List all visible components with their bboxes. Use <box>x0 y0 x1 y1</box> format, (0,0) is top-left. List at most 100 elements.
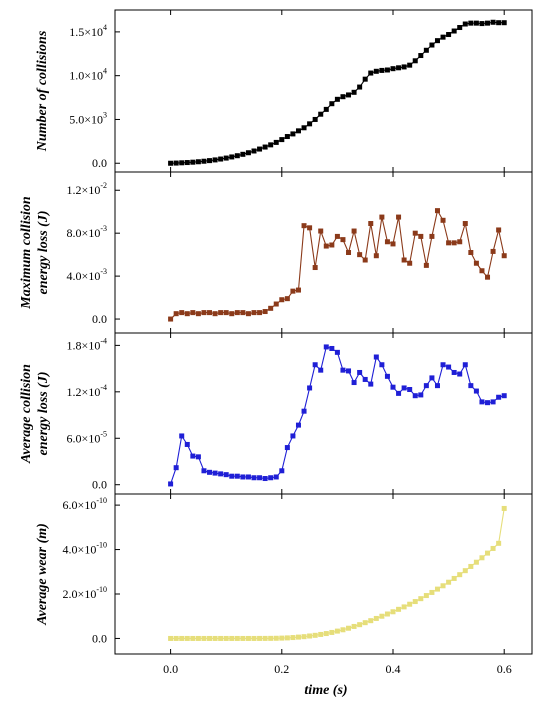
data-point <box>485 400 491 406</box>
data-point <box>251 310 257 316</box>
data-point <box>245 311 251 317</box>
data-point <box>262 309 268 315</box>
data-point <box>496 540 502 546</box>
data-point <box>479 555 485 561</box>
data-point <box>340 94 346 100</box>
data-point <box>284 445 290 451</box>
data-point <box>329 629 335 635</box>
data-point <box>312 116 318 122</box>
data-point <box>218 471 224 477</box>
data-point <box>485 274 491 280</box>
data-point <box>468 20 474 26</box>
data-point <box>190 453 196 459</box>
data-point <box>262 635 268 641</box>
data-point <box>440 583 446 589</box>
data-point <box>318 367 324 373</box>
data-point <box>173 465 179 471</box>
y-tick-label: 1.0×104 <box>69 67 107 83</box>
panel-4: 0.0 2.0×10-10 4.0×10-10 6.0×10-10 Average we… <box>35 493 533 655</box>
y-tick-label: 1.2×10-2 <box>67 181 107 197</box>
data-point <box>412 230 418 236</box>
data-point <box>329 101 335 107</box>
data-point <box>307 225 313 231</box>
data-point <box>351 228 357 234</box>
data-point <box>362 76 368 82</box>
svg-text:Average wear (m): Average wear (m) <box>35 523 50 626</box>
data-point <box>434 38 440 44</box>
data-point <box>407 62 413 68</box>
data-point <box>451 28 457 34</box>
data-point <box>384 239 390 245</box>
y-tick-label: 0.0 <box>92 312 107 326</box>
data-point <box>357 252 363 258</box>
data-point <box>440 34 446 40</box>
data-point <box>373 253 379 259</box>
data-point <box>346 625 352 631</box>
data-point <box>229 311 235 317</box>
data-point <box>451 575 457 581</box>
data-point <box>340 367 346 373</box>
data-point <box>362 620 368 626</box>
x-tick-label: 0.2 <box>274 662 289 676</box>
data-point <box>207 158 213 164</box>
data-point <box>257 635 263 641</box>
y-tick-label: 4.0×10-10 <box>63 541 107 557</box>
data-point <box>485 20 491 26</box>
data-point <box>240 635 246 641</box>
data-point <box>212 157 218 163</box>
data-point <box>423 593 429 599</box>
data-point <box>357 622 363 628</box>
data-point <box>223 635 229 641</box>
y-tick-label: 1.5×104 <box>69 23 107 39</box>
data-point <box>429 42 435 48</box>
y-tick-label: 1.8×10-4 <box>67 336 107 352</box>
svg-text:energy loss (J): energy loss (J) <box>36 211 51 295</box>
data-point <box>396 214 402 220</box>
data-point <box>223 472 229 478</box>
data-point <box>257 475 263 481</box>
data-point <box>268 305 274 311</box>
data-point <box>168 316 174 322</box>
data-point <box>473 388 479 394</box>
data-point <box>368 381 374 387</box>
x-tick-label: 0.6 <box>497 662 512 676</box>
data-point <box>379 613 385 619</box>
data-point <box>195 454 201 460</box>
svg-text:Average collision: Average collision <box>19 364 34 464</box>
data-point <box>201 158 207 164</box>
x-axis-label: time (s) <box>304 683 347 698</box>
data-point <box>451 240 457 246</box>
data-point <box>346 368 352 374</box>
data-point <box>307 121 313 127</box>
data-point <box>434 208 440 214</box>
data-point <box>229 473 235 479</box>
data-point <box>268 475 274 481</box>
data-point <box>357 84 363 90</box>
data-point <box>201 310 207 316</box>
x-tick-label: 0.0 <box>163 662 178 676</box>
data-point <box>351 89 357 95</box>
panel-2: 0.0 4.0×10-3 8.0×10-3 1.2×10-2 Maximum colli… <box>19 171 533 334</box>
data-point <box>295 634 301 640</box>
data-point <box>390 384 396 390</box>
data-point <box>179 310 185 316</box>
data-point <box>496 394 502 400</box>
data-point <box>301 223 307 229</box>
data-point <box>190 310 196 316</box>
data-point <box>195 635 201 641</box>
data-point <box>318 111 324 117</box>
data-point <box>479 399 485 405</box>
y-tick-label: 0.0 <box>92 478 107 492</box>
data-point <box>190 635 196 641</box>
data-point <box>329 345 335 351</box>
data-point <box>346 92 352 98</box>
data-point <box>384 611 390 617</box>
y-tick-label: 0.0 <box>92 156 107 170</box>
panel-frame <box>114 493 533 655</box>
series-line <box>170 209 505 320</box>
data-point <box>418 233 424 239</box>
y-axis-label: Number of collisions <box>35 30 50 152</box>
data-point <box>407 387 413 393</box>
data-point <box>407 260 413 266</box>
data-point <box>312 362 318 368</box>
